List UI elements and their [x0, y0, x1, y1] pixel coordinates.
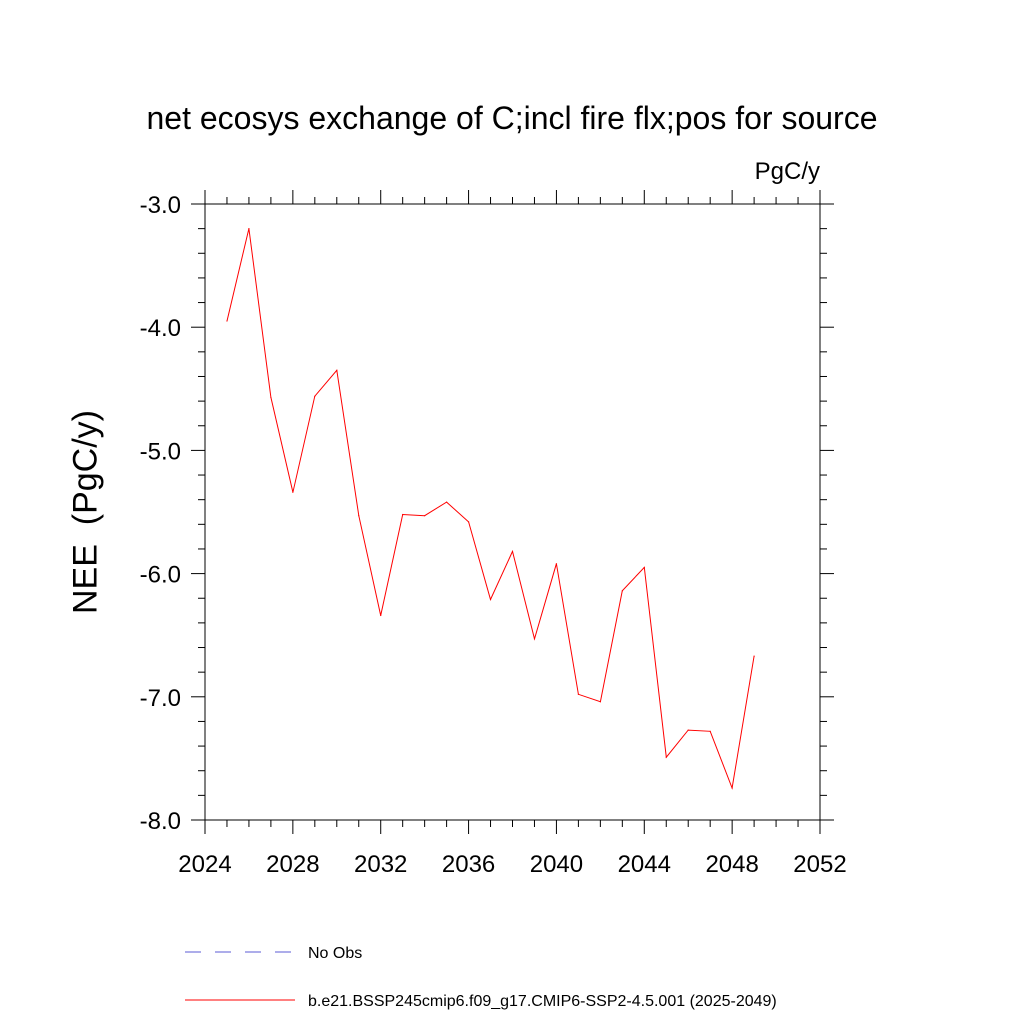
x-tick-label: 2036 [442, 851, 495, 878]
data-point [380, 614, 382, 617]
legend-label: b.e21.BSSP245cmip6.f09_g17.CMIP6-SSP2-4.… [308, 993, 777, 1010]
data-point [731, 787, 733, 789]
y-tick-label: -6.0 [140, 562, 181, 589]
plot-frame [204, 203, 821, 821]
data-point [709, 730, 711, 732]
x-tick-label: 2032 [354, 851, 407, 878]
y-tick-label: -5.0 [140, 438, 181, 465]
units-label: PgC/y [754, 158, 820, 185]
data-point [687, 729, 689, 731]
data-point [467, 521, 470, 523]
data-point [665, 756, 667, 758]
data-point [511, 550, 514, 553]
y-tick-label: -4.0 [140, 315, 181, 342]
data-point [577, 693, 579, 695]
y-tick-label: -8.0 [140, 808, 181, 835]
data-point [248, 228, 250, 230]
y-tick-label: -3.0 [140, 192, 181, 219]
series-group [226, 228, 755, 790]
data-point [424, 515, 426, 517]
data-point [402, 513, 404, 516]
data-point [599, 701, 601, 703]
data-point [292, 491, 294, 493]
x-tick-label: 2048 [705, 851, 758, 878]
x-tick-label: 2052 [793, 851, 846, 878]
data-point [489, 598, 492, 601]
data-point [555, 563, 558, 565]
data-point [446, 501, 448, 503]
data-point [314, 395, 316, 397]
data-point [358, 515, 360, 517]
data-point [643, 566, 645, 569]
chart-title: net ecosys exchange of C;incl fire flx;p… [146, 100, 878, 136]
legend-label: No Obs [308, 945, 362, 962]
data-point [226, 320, 228, 322]
series-line [226, 228, 755, 790]
legend: No Obs b.e21.BSSP245cmip6.f09_g17.CMIP6-S… [185, 945, 777, 1010]
data-point [270, 396, 272, 399]
data-point [533, 638, 536, 640]
plot-axes: 2024 2028 2032 2036 2040 2044 2048 2052 -3.0 -4.0… [140, 190, 847, 878]
x-tick-label: 2024 [178, 851, 231, 878]
data-point [753, 655, 755, 657]
x-tick-label: 2040 [530, 851, 583, 878]
x-tick-label: 2028 [266, 851, 319, 878]
x-tick-label: 2044 [618, 851, 671, 878]
data-point [621, 590, 623, 592]
y-tick-label: -7.0 [140, 685, 181, 712]
data-point [336, 369, 338, 371]
